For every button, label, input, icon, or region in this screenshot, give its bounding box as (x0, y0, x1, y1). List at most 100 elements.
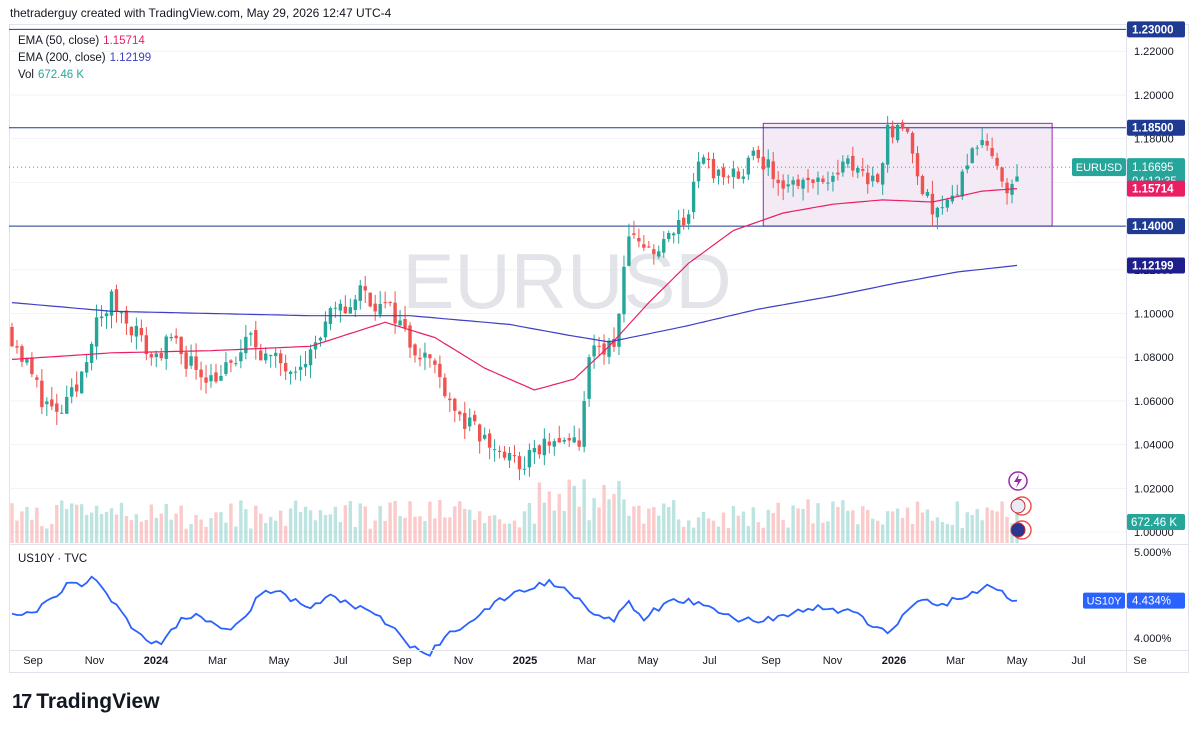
volume-bar (587, 520, 591, 543)
volume-bar (368, 528, 372, 543)
candle-body (831, 175, 835, 182)
candle (99, 305, 104, 327)
volume-bar (826, 521, 830, 543)
volume-bar (627, 515, 631, 543)
volume-bar (900, 517, 905, 543)
price-tick-label: 1.00000 (1134, 527, 1174, 539)
candle (930, 180, 935, 227)
volume-bar (532, 523, 537, 543)
volume-bar (567, 479, 571, 543)
candle (89, 341, 94, 371)
legend-us10y[interactable]: US10Y · TVC (18, 553, 88, 565)
volume-bar (597, 507, 601, 543)
candle-body (293, 371, 298, 373)
volume-bar (647, 508, 651, 543)
us10y-tick-label: 4.000% (1134, 633, 1172, 645)
volume-bar (293, 500, 298, 543)
candle-body (363, 286, 367, 291)
candle (1005, 178, 1009, 205)
volume-bar (418, 516, 422, 543)
candle-body (696, 161, 701, 182)
price-level-badge-bg (1127, 21, 1185, 38)
candle (463, 401, 467, 439)
candle (443, 373, 447, 399)
price-level-badge-bg (1127, 257, 1185, 274)
candle (224, 352, 228, 376)
candle (388, 301, 392, 307)
volume-bar (184, 528, 188, 543)
volume-bar (786, 527, 790, 543)
candle (880, 161, 885, 195)
candle-body (637, 237, 641, 242)
volume-bar (199, 519, 203, 543)
volume-bar (940, 522, 945, 543)
volume-bar (920, 512, 925, 543)
candle (393, 291, 397, 334)
candle-body (980, 140, 984, 146)
candle (154, 350, 158, 368)
candle (657, 245, 661, 259)
candle-body (557, 438, 561, 443)
tradingview-logo[interactable]: 17 TradingView (12, 690, 160, 714)
volume-bar (851, 510, 855, 543)
candle (672, 231, 676, 244)
candle (328, 306, 333, 331)
candle (278, 349, 283, 376)
candle (637, 228, 641, 248)
volume-bar (249, 528, 253, 543)
candle (378, 291, 382, 318)
volume-bar (776, 502, 780, 543)
legend-vol[interactable]: Vol 672.46 K (18, 69, 84, 81)
candle-body (701, 157, 706, 164)
eu-flag-event-icon (1010, 520, 1032, 540)
volume-bar (875, 520, 880, 543)
candle (74, 371, 79, 398)
time-tick-label: 2026 (882, 655, 906, 667)
volume-bar (378, 505, 382, 543)
volume-bar (273, 520, 278, 543)
time-tick-label: 2024 (144, 655, 169, 667)
candle-body (880, 163, 885, 185)
volume-bar (577, 506, 581, 543)
candle-body (194, 356, 198, 370)
candle (179, 336, 183, 365)
volume-bar (756, 522, 760, 543)
volume-bar (676, 519, 681, 543)
candle-body (781, 180, 785, 189)
candle (264, 347, 268, 364)
volume-bar (607, 499, 611, 543)
candle (716, 169, 721, 185)
legend-ema50[interactable]: EMA (50, close) 1.15714 (18, 35, 145, 47)
candle-body (169, 336, 173, 339)
candle-body (930, 193, 935, 215)
candle (403, 306, 407, 332)
candle (602, 334, 606, 365)
candle-body (572, 437, 576, 443)
candle-body (443, 377, 447, 397)
candle-body (731, 168, 736, 177)
volume-bar (219, 512, 223, 543)
candle-body (537, 445, 542, 455)
volume-badge: 672.46 K (1131, 517, 1177, 529)
volume-bar (99, 513, 104, 543)
candle-body (522, 468, 527, 470)
candle-body (861, 169, 865, 171)
legend-ema200[interactable]: EMA (200, close) 1.12199 (18, 52, 151, 64)
volume-bar (791, 505, 795, 543)
candle (129, 326, 134, 343)
candle (502, 445, 507, 461)
candle (45, 397, 49, 417)
candle-body (114, 289, 119, 312)
lightning-event-icon (1008, 471, 1028, 491)
candle (791, 176, 795, 197)
volume-bar (313, 520, 318, 543)
candle-body (662, 239, 666, 253)
candle-body (786, 184, 790, 187)
volume-bar (955, 501, 959, 543)
us10y-pane: 5.000% 4.000% US10Y 4.434% (11, 547, 1185, 657)
volume-bar (60, 500, 64, 543)
horizontal-lines (9, 28, 1126, 227)
candle (890, 120, 895, 144)
volume-bar (472, 519, 477, 543)
